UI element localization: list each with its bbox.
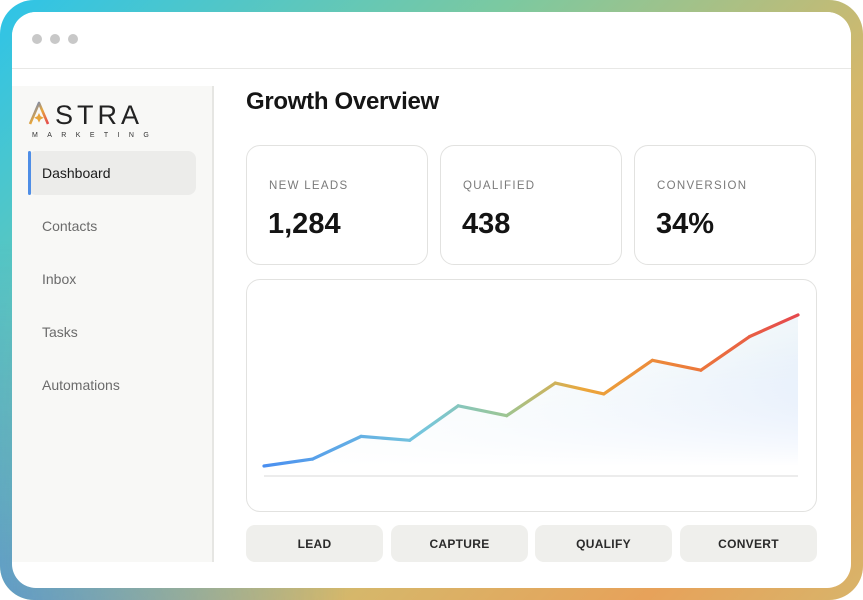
sidebar-item-tasks[interactable]: Tasks	[28, 310, 196, 354]
chart-line-segment	[553, 381, 606, 396]
chart-line-segment	[359, 434, 412, 442]
sidebar-item-label: Tasks	[42, 324, 78, 340]
metric-label: QUALIFIED	[463, 180, 536, 192]
chart-line-segment	[505, 381, 557, 418]
metric-value: 1,284	[268, 208, 341, 240]
metric-card-new-leads: NEW LEADS 1,284	[246, 145, 428, 265]
metric-card-qualified: QUALIFIED 438	[440, 145, 622, 265]
stage-convert-button[interactable]: CONVERT	[680, 525, 817, 562]
chart-line-segment	[310, 434, 363, 461]
chart-line-segment	[456, 404, 509, 418]
chart-area-fade	[264, 314, 798, 466]
stage-capture-button[interactable]: CAPTURE	[391, 525, 528, 562]
brand-logo: STRA	[28, 100, 172, 135]
sidebar-item-dashboard[interactable]: Dashboard	[28, 151, 196, 195]
brand-tagline: MARKETING	[32, 132, 159, 139]
window-dot[interactable]	[68, 34, 78, 44]
chart-line-segment	[262, 457, 315, 468]
metric-value: 438	[462, 208, 511, 240]
growth-chart-card	[246, 279, 817, 512]
window-dot[interactable]	[50, 34, 60, 44]
sidebar-item-label: Contacts	[42, 218, 98, 234]
chart-line-segment	[408, 404, 460, 442]
app-window: STRA MARKETING Dashboard Contacts Inbox …	[12, 12, 851, 588]
sidebar: STRA MARKETING Dashboard Contacts Inbox …	[12, 86, 214, 562]
window-titlebar	[12, 12, 851, 69]
growth-chart	[262, 313, 800, 477]
sidebar-item-label: Automations	[42, 377, 120, 393]
chart-line-segment	[650, 358, 703, 372]
chart-line-segment	[699, 335, 752, 372]
sidebar-item-label: Inbox	[42, 271, 77, 287]
stage-lead-button[interactable]: LEAD	[246, 525, 383, 562]
sidebar-item-automations[interactable]: Automations	[28, 363, 196, 407]
stage-qualify-button[interactable]: QUALIFY	[535, 525, 672, 562]
page-title: Growth Overview	[246, 88, 439, 115]
chart-line-segment	[602, 358, 654, 396]
logo-text: STRA	[55, 100, 143, 130]
sidebar-item-label: Dashboard	[42, 165, 111, 181]
chart-line-segment	[747, 313, 800, 339]
astra-logo-mark: STRA	[28, 100, 143, 130]
metric-label: NEW LEADS	[269, 180, 349, 192]
metric-label: CONVERSION	[657, 180, 748, 192]
metric-card-conversion: CONVERSION 34%	[634, 145, 816, 265]
window-dot[interactable]	[32, 34, 42, 44]
sidebar-item-contacts[interactable]: Contacts	[28, 204, 196, 248]
sidebar-item-inbox[interactable]: Inbox	[28, 257, 196, 301]
metric-value: 34%	[656, 208, 715, 240]
